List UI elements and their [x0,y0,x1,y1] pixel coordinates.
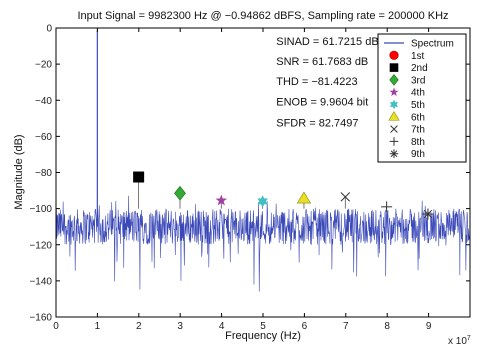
y-tick-label: −120 [29,240,52,251]
y-tick-label: −60 [35,132,52,143]
legend-label-1st: 1st [411,51,425,62]
x-tick-label: 7 [343,321,349,332]
x-tick-label: 4 [219,321,225,332]
x-axis-exponent: x 107 [448,335,471,345]
legend-label-9th: 9th [411,149,425,160]
y-tick-label: −20 [35,60,52,71]
x-tick-label: 2 [136,321,142,332]
legend-marker-1st [389,50,399,60]
y-axis-ticks: 0 −20 −40 −60 −80 −100 −120 −140 −160 [29,24,470,324]
legend-label-3rd: 3rd [411,75,425,86]
y-tick-label: −160 [29,313,52,324]
harmonic-marker-5th [257,195,268,208]
harmonic-marker-3rd [174,185,186,201]
x-axis-exponent-power: 7 [467,335,471,342]
x-axis-exponent-base: x 10 [448,336,467,345]
legend-label-6th: 6th [411,112,425,123]
harmonic-marker-7th [340,192,351,202]
legend-label-8th: 8th [411,137,425,148]
y-tick-label: −40 [35,96,52,107]
legend-marker-6th [388,111,400,121]
legend-spectrum-label: Spectrum [411,39,454,50]
legend-marker-2nd [389,63,399,72]
metrics-annotations: SINAD = 61.7215 dB SNR = 61.7683 dB THD = … [276,36,378,129]
harmonic-marker-2nd [133,171,145,183]
y-tick-label: −100 [29,204,52,215]
legend-label-2nd: 2nd [411,63,428,74]
x-axis-ticks: 0 1 2 3 4 5 6 7 8 9 [53,28,432,332]
x-axis-label: Frequency (Hz) [225,330,301,342]
harmonic-marker-9th [422,208,434,220]
y-tick-label: −80 [35,168,52,179]
metric-annotation-1: SNR = 61.7683 dB [276,56,368,68]
metric-annotation-4: SFDR = 82.7497 [276,117,358,129]
legend-marker-3rd [389,74,399,86]
legend-label-5th: 5th [411,100,425,111]
metric-annotation-0: SINAD = 61.7215 dB [276,36,378,48]
x-tick-label: 1 [95,321,101,332]
x-tick-label: 5 [260,321,266,332]
metric-annotation-3: ENOB = 9.9604 bit [276,97,368,109]
metric-annotation-2: THD = −81.4223 [276,76,357,88]
legend-marker-4th [389,87,399,97]
legend-label-7th: 7th [411,125,425,136]
x-tick-label: 6 [302,321,308,332]
legend-label-4th: 4th [411,88,425,99]
y-axis-label: Magnitude (dB) [13,134,25,209]
legend-marker-7th [390,125,398,133]
x-tick-label: 3 [177,321,183,332]
harmonic-marker-6th [296,191,312,204]
legend-marker-9th [389,149,399,158]
y-tick-label: −140 [29,276,52,287]
x-tick-label: 9 [426,321,432,332]
harmonic-marker-8th [381,201,393,213]
harmonic-markers [133,171,434,220]
chart-title: Input Signal = 9982300 Hz @ −0.94862 dBF… [77,10,448,22]
legend-marker-5th [389,99,399,110]
harmonic-marker-4th [215,194,228,206]
legend-marker-8th [389,137,399,146]
spectrum-series [55,29,471,292]
y-tick-label: 0 [46,24,52,35]
x-tick-label: 0 [53,321,59,332]
x-tick-label: 8 [384,321,390,332]
spectrum-line [55,195,471,292]
